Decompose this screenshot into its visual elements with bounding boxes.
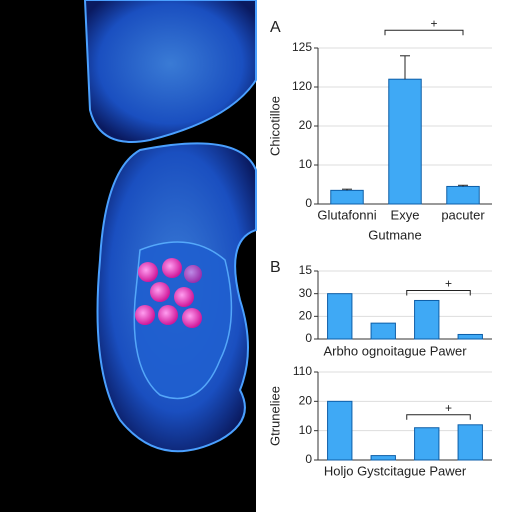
y-axis-label: Chicotilloe: [267, 96, 282, 156]
y-axis-label: Gtruneliee: [267, 386, 282, 446]
micrograph: [0, 0, 257, 512]
x-axis-label: Gutmane: [368, 227, 421, 242]
bar: [446, 185, 480, 205]
y-tick-label: 0: [305, 331, 312, 345]
bar: [370, 322, 396, 340]
panel-label: B: [270, 259, 281, 276]
x-tick-label: Exye: [391, 207, 420, 222]
significance-bracket: [406, 289, 471, 296]
y-tick-label: 0: [305, 196, 312, 210]
bar: [414, 427, 440, 461]
bar: [388, 78, 422, 205]
y-tick-label: 10: [299, 157, 313, 171]
y-tick-label: 110: [293, 364, 312, 378]
bar: [457, 424, 483, 461]
bar: [414, 299, 440, 340]
y-tick-label: 10: [299, 423, 313, 437]
significance-bracket: [384, 29, 464, 36]
x-axis-label: Arbho ognoitague Pawer: [323, 343, 467, 358]
y-tick-label: 120: [292, 79, 312, 93]
bar: [457, 333, 483, 340]
bar: [327, 400, 353, 461]
y-tick-label: 30: [299, 286, 313, 300]
x-tick-label: Glutafonni: [317, 207, 376, 222]
y-tick-label: 20: [299, 309, 313, 323]
annotation: +: [445, 277, 452, 291]
y-tick-label: 15: [299, 263, 313, 277]
x-tick-label: pacuter: [441, 207, 485, 222]
y-tick-label: 0: [305, 452, 312, 466]
annotation: +: [430, 16, 437, 30]
bar: [370, 455, 396, 461]
y-tick-label: 20: [299, 394, 313, 408]
y-tick-label: 125: [292, 40, 312, 54]
panel-label: A: [270, 19, 281, 36]
bar: [330, 189, 364, 205]
bar: [327, 293, 353, 340]
annotation: +: [445, 401, 452, 415]
significance-bracket: [406, 414, 471, 420]
x-axis-label: Holjo Gystcitague Pawer: [324, 463, 467, 478]
y-tick-label: 20: [299, 118, 313, 132]
